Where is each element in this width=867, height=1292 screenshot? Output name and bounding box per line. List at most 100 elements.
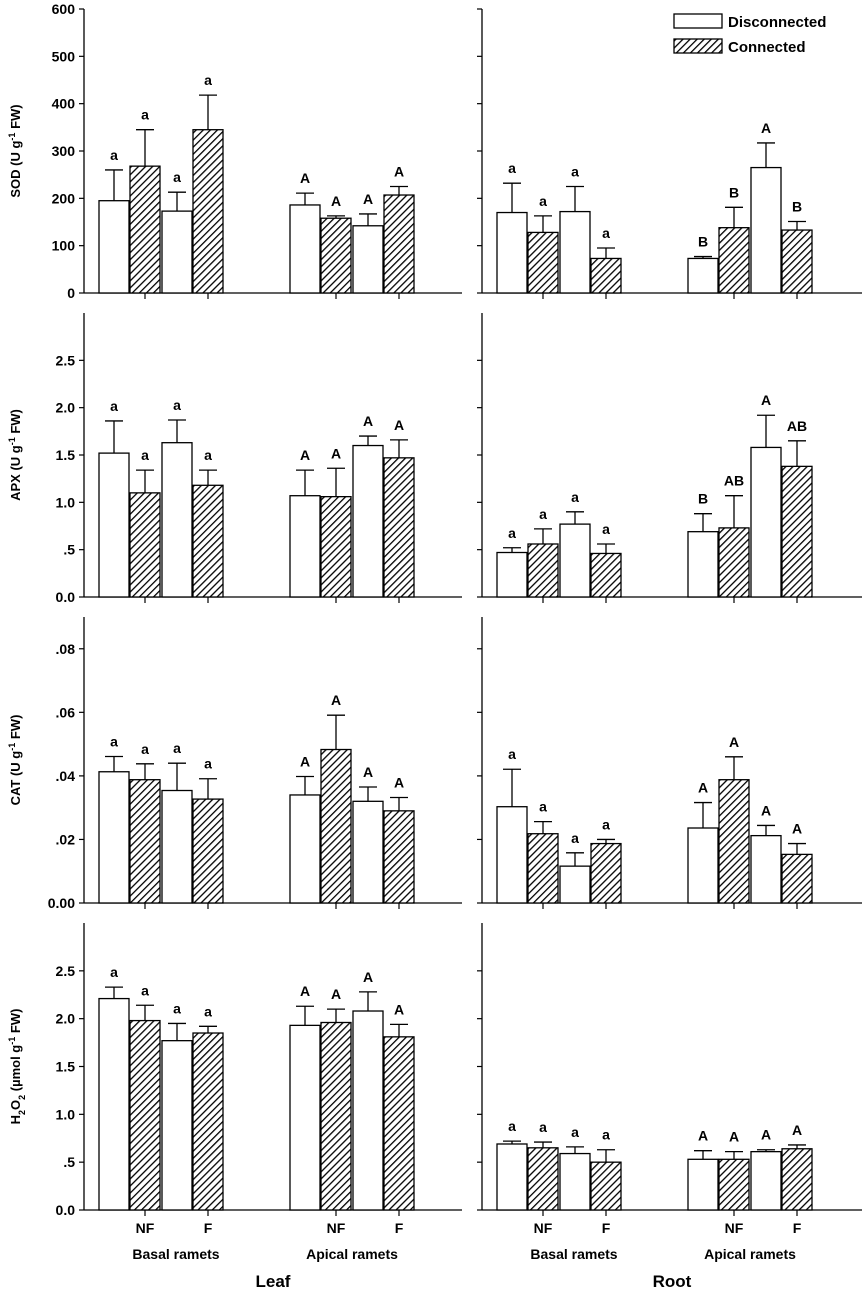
bar-disconnected xyxy=(687,1158,719,1211)
bar-connected xyxy=(129,492,161,598)
bar-connected xyxy=(129,1019,161,1211)
bar-connected xyxy=(192,129,224,294)
significance-letter: A xyxy=(761,802,771,818)
significance-letter: A xyxy=(792,1122,802,1138)
significance-letter: a xyxy=(110,398,118,414)
treatment-label: NF xyxy=(725,1220,744,1236)
y-tick-label: 100 xyxy=(52,238,76,254)
panel-cat-root: a a a a A A A A xyxy=(477,617,862,909)
y-tick-label: 0.0 xyxy=(56,1202,76,1218)
bar-disconnected xyxy=(687,827,719,904)
significance-letter: A xyxy=(394,774,404,790)
bar-connected xyxy=(192,798,224,904)
bar-disconnected xyxy=(750,446,782,598)
significance-letter: A xyxy=(331,445,341,461)
y-axis-label: H2O2 (µmol g-1 FW) xyxy=(7,1009,27,1125)
ramet-group-label: Apical ramets xyxy=(306,1246,398,1262)
bar-connected xyxy=(527,231,559,294)
bar-disconnected xyxy=(161,442,193,598)
bar-connected xyxy=(129,779,161,904)
significance-letter: A xyxy=(698,780,708,796)
y-axis-label: SOD (U g-1 FW) xyxy=(7,104,23,197)
significance-letter: a xyxy=(204,447,212,463)
panel-apx-root: a a a a B AB A AB xyxy=(477,313,862,603)
panel-cat-leaf: 0.00 .02 .04 .06 .08 CAT (U g-1 FW) a a a a A A A A xyxy=(7,617,462,911)
significance-letter: A xyxy=(300,754,310,770)
bar-disconnected xyxy=(687,531,719,598)
bar-disconnected xyxy=(98,771,130,904)
bar-disconnected xyxy=(352,800,384,904)
significance-letter: A xyxy=(394,417,404,433)
bar-connected xyxy=(320,217,352,294)
bar-connected xyxy=(527,833,559,904)
y-tick-label: 0.00 xyxy=(48,895,75,911)
significance-letter: B xyxy=(792,199,802,215)
bar-connected xyxy=(781,853,813,904)
significance-letter: a xyxy=(602,521,610,537)
significance-letter: a xyxy=(204,72,212,88)
significance-letter: A xyxy=(363,764,373,780)
significance-letter: A xyxy=(300,983,310,999)
significance-letter: a xyxy=(110,964,118,980)
bar-disconnected xyxy=(496,211,528,294)
bar-connected xyxy=(718,227,750,294)
significance-letter: a xyxy=(602,225,610,241)
significance-letter: a xyxy=(539,506,547,522)
bar-connected xyxy=(718,779,750,904)
y-tick-label: 200 xyxy=(52,190,76,206)
bar-disconnected xyxy=(559,865,591,904)
bar-disconnected xyxy=(559,210,591,294)
significance-letter: a xyxy=(571,489,579,505)
y-tick-label: 400 xyxy=(52,96,76,112)
treatment-label: F xyxy=(395,1220,404,1236)
significance-letter: A xyxy=(792,821,802,837)
significance-letter: a xyxy=(539,799,547,815)
bar-disconnected xyxy=(496,1143,528,1211)
significance-letter: a xyxy=(110,734,118,750)
bar-disconnected xyxy=(289,1024,321,1211)
bar-connected xyxy=(590,257,622,294)
y-tick-label: 1.5 xyxy=(56,447,76,463)
treatment-label: NF xyxy=(136,1220,155,1236)
significance-letter: a xyxy=(571,164,579,180)
root-title: Root xyxy=(653,1272,692,1291)
significance-letter: A xyxy=(761,120,771,136)
bar-connected xyxy=(383,810,415,904)
significance-letter: B xyxy=(698,234,708,250)
significance-letter: a xyxy=(539,193,547,209)
significance-letter: a xyxy=(508,525,516,541)
significance-letter: A xyxy=(331,193,341,209)
significance-letter: a xyxy=(539,1119,547,1135)
bar-connected xyxy=(590,1161,622,1211)
bar-disconnected xyxy=(98,452,130,598)
significance-letter: AB xyxy=(787,418,807,434)
y-tick-label: 2.5 xyxy=(56,963,76,979)
panel-sod-root: a a a a B B A B xyxy=(477,8,862,299)
bar-disconnected xyxy=(750,834,782,904)
y-tick-label: 1.5 xyxy=(56,1059,76,1075)
significance-letter: A xyxy=(729,734,739,750)
significance-letter: A xyxy=(394,1001,404,1017)
significance-letter: a xyxy=(141,447,149,463)
significance-letter: a xyxy=(141,741,149,757)
ramet-group-label: Apical ramets xyxy=(704,1246,796,1262)
significance-letter: A xyxy=(698,1128,708,1144)
significance-letter: A xyxy=(729,1129,739,1145)
y-tick-label: 0.0 xyxy=(56,589,76,605)
treatment-label: F xyxy=(793,1220,802,1236)
bar-connected xyxy=(590,552,622,598)
significance-letter: A xyxy=(300,447,310,463)
significance-letter: a xyxy=(173,397,181,413)
treatment-label: F xyxy=(204,1220,213,1236)
y-tick-label: 0 xyxy=(67,285,75,301)
panel-apx-leaf: 0.0 .5 1.0 1.5 2.0 2.5 APX (U g-1 FW) a a a a A A A A xyxy=(7,313,462,605)
bar-disconnected xyxy=(289,794,321,904)
bar-disconnected xyxy=(559,1152,591,1211)
significance-letter: A xyxy=(394,164,404,180)
legend-swatch-disconnected xyxy=(673,13,723,29)
panel-h2o2-leaf: 0.0 .5 1.0 1.5 2.0 2.5 H2O2 (µmol g-1 FW) a a a a A… xyxy=(7,923,462,1218)
bar-disconnected xyxy=(687,257,719,294)
y-tick-label: 600 xyxy=(52,1,76,17)
bar-connected xyxy=(527,543,559,598)
bar-disconnected xyxy=(496,551,528,598)
